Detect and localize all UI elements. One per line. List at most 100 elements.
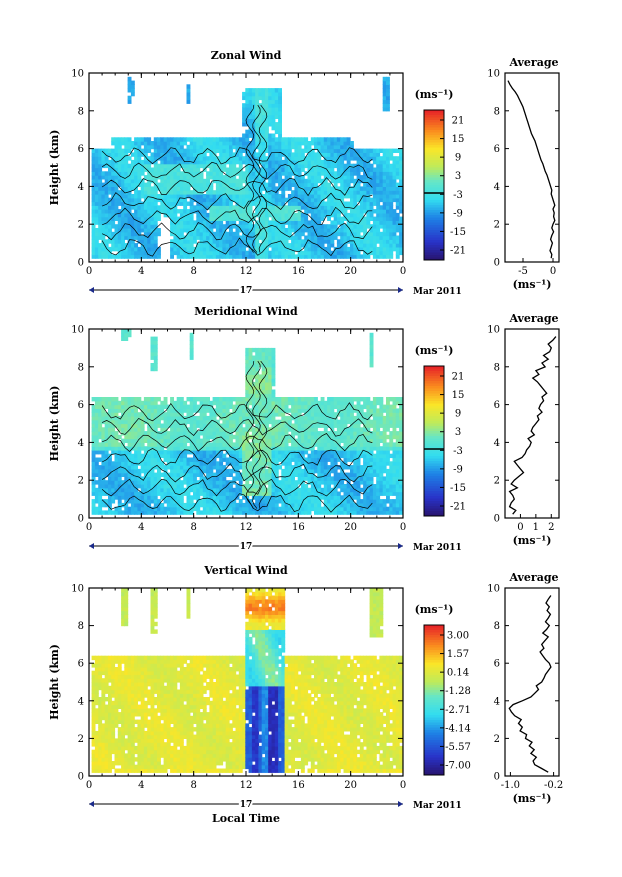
colorbar-tick-label: 15 bbox=[452, 134, 465, 145]
heatmap-cell bbox=[275, 469, 279, 473]
heatmap-cell bbox=[154, 344, 158, 348]
heatmap-cell bbox=[196, 495, 200, 499]
heatmap-cell bbox=[389, 202, 393, 206]
heatmap-cell bbox=[373, 243, 377, 247]
heatmap-cell bbox=[115, 397, 119, 401]
heatmap-cell bbox=[154, 348, 158, 352]
y-tick-label: 4 bbox=[78, 182, 84, 193]
heatmap-cell bbox=[278, 134, 282, 138]
average-x-tick-label: 0 bbox=[550, 266, 556, 277]
heatmap-cell bbox=[219, 220, 223, 224]
heatmap-cell bbox=[357, 183, 361, 187]
heatmap-cell bbox=[298, 145, 302, 149]
heatmap-cell bbox=[95, 439, 99, 443]
heatmap-cell bbox=[219, 461, 223, 465]
heatmap-cell bbox=[330, 168, 334, 172]
y-tick-label: 2 bbox=[78, 220, 84, 231]
heatmap-cell bbox=[154, 220, 158, 224]
heatmap-cell bbox=[389, 205, 393, 209]
average-y-tick-label: 4 bbox=[494, 182, 500, 193]
heatmap-cell bbox=[288, 149, 292, 153]
heatmap-cell bbox=[134, 408, 138, 412]
heatmap-cell bbox=[209, 186, 213, 190]
heatmap-cell bbox=[154, 367, 158, 371]
date-bar-arrow bbox=[398, 287, 403, 293]
heatmap-cell bbox=[154, 356, 158, 360]
x-tick-label: 0 bbox=[400, 266, 406, 277]
average-y-tick-label: 0 bbox=[494, 258, 500, 269]
heatmap-cell bbox=[190, 202, 194, 206]
heatmap-cell bbox=[278, 465, 282, 469]
heatmap-cell bbox=[278, 100, 282, 104]
heatmap-cells bbox=[92, 77, 403, 259]
heatmap-cell bbox=[363, 228, 367, 232]
heatmap-cell bbox=[147, 164, 151, 168]
heatmap-cell bbox=[111, 499, 115, 503]
average-frame bbox=[505, 73, 559, 262]
heatmap-cell bbox=[95, 461, 99, 465]
heatmap-cell bbox=[213, 458, 217, 462]
heatmap-cell bbox=[278, 118, 282, 122]
heatmap-cell bbox=[154, 224, 158, 228]
heatmap-cell bbox=[154, 495, 158, 499]
heatmap-cell bbox=[239, 164, 243, 168]
heatmap-cell bbox=[327, 183, 331, 187]
heatmap-cell bbox=[190, 352, 194, 356]
heatmap-cell bbox=[128, 100, 132, 104]
heatmap-cell bbox=[278, 115, 282, 119]
heatmap-cell bbox=[278, 111, 282, 115]
heatmap-cell bbox=[229, 401, 233, 405]
heatmap-cell bbox=[272, 352, 276, 356]
heatmap-cell bbox=[291, 209, 295, 213]
heatmap-cell bbox=[239, 152, 243, 156]
heatmap-cell bbox=[131, 92, 135, 96]
average-profile-line bbox=[508, 81, 555, 259]
colorbar-unit: (ms⁻¹) bbox=[415, 88, 454, 101]
heatmap-cell bbox=[154, 337, 158, 341]
heatmap-cell bbox=[386, 81, 390, 85]
heatmap-cell bbox=[187, 88, 191, 92]
colorbar-tick-label: 3 bbox=[455, 171, 461, 182]
heatmap-cell bbox=[190, 337, 194, 341]
heatmap-cell bbox=[92, 224, 96, 228]
heatmap-cell bbox=[128, 77, 132, 81]
heatmap-cell bbox=[157, 213, 161, 217]
colorbar-tick-label: 21 bbox=[452, 116, 465, 127]
heatmap-cell bbox=[386, 92, 390, 96]
y-tick-label: 8 bbox=[78, 106, 84, 117]
heatmap-cell bbox=[118, 499, 122, 503]
heatmap-cell bbox=[180, 495, 184, 499]
heatmap-cell bbox=[389, 152, 393, 156]
heatmap-cell bbox=[154, 202, 158, 206]
heatmap-cell bbox=[330, 243, 334, 247]
heatmap-cell bbox=[190, 333, 194, 337]
heatmap-cell bbox=[278, 92, 282, 96]
colorbar-tick-label: -21 bbox=[450, 246, 466, 257]
heatmap-cell bbox=[157, 420, 161, 424]
heatmap-cell bbox=[128, 96, 132, 100]
heatmap-cell bbox=[386, 77, 390, 81]
heatmap-cell bbox=[190, 344, 194, 348]
heatmap-cell bbox=[386, 88, 390, 92]
heatmap-cell bbox=[118, 476, 122, 480]
heatmap-cell bbox=[222, 476, 226, 480]
heatmap-cell bbox=[187, 100, 191, 104]
heatmap-cell bbox=[321, 243, 325, 247]
heatmap-cell bbox=[376, 152, 380, 156]
heatmap-cell bbox=[98, 424, 102, 428]
heatmap-cell bbox=[278, 96, 282, 100]
x-tick-label: 12 bbox=[240, 266, 253, 277]
heatmap-cell bbox=[190, 356, 194, 360]
heatmap-cell bbox=[347, 183, 351, 187]
x-tick-label: 0 bbox=[86, 266, 92, 277]
heatmap-cell bbox=[272, 348, 276, 352]
heatmap-cell bbox=[111, 427, 115, 431]
heatmap-cell bbox=[386, 96, 390, 100]
heatmap-cell bbox=[386, 107, 390, 111]
heatmap-cell bbox=[285, 239, 289, 243]
heatmap-cell bbox=[272, 382, 276, 386]
heatmap-cell bbox=[187, 92, 191, 96]
heatmap-cell bbox=[278, 107, 282, 111]
